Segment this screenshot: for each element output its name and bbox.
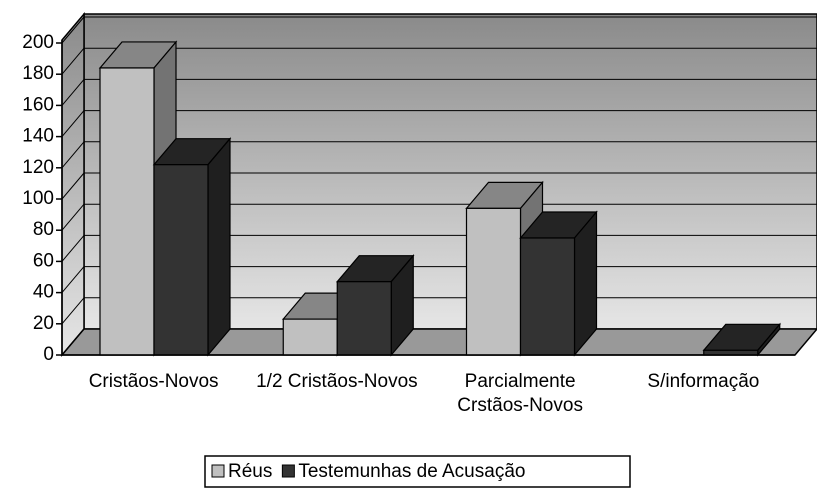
- legend-label: Testemunhas de Acusação: [298, 461, 525, 482]
- grid-line: [61, 266, 85, 293]
- legend-label: Réus: [228, 461, 272, 482]
- y-tick-label: 40: [33, 282, 54, 303]
- grid-line: [61, 235, 85, 262]
- bar-side: [207, 137, 231, 357]
- bar: [99, 67, 155, 356]
- y-tick-label: 120: [22, 157, 54, 178]
- grid-line: [61, 141, 85, 169]
- bar: [153, 164, 209, 356]
- bar: [465, 207, 522, 356]
- x-tick-label: Parcialmente Crstãos-Novos: [457, 371, 583, 416]
- y-tick-label: 140: [22, 126, 54, 147]
- bar: [282, 318, 338, 356]
- x-tick-label: S/informação: [647, 371, 760, 392]
- grid-line: [61, 79, 85, 106]
- x-tick-label: Cristãos-Novos: [88, 371, 219, 392]
- bar: [519, 237, 576, 356]
- grid-line: [61, 328, 85, 356]
- y-tick-label: 0: [43, 344, 54, 365]
- grid-line: [61, 297, 85, 325]
- legend-swatch: [211, 464, 225, 478]
- grid-line: [61, 16, 85, 44]
- side-wall: [61, 11, 85, 358]
- bar-side: [573, 210, 598, 357]
- y-tick-label: 160: [22, 94, 54, 115]
- legend-box: [204, 455, 631, 488]
- y-tick-label: 20: [33, 313, 54, 334]
- y-tick-label: 180: [22, 63, 54, 84]
- grid-line: [61, 203, 85, 231]
- legend-swatch: [281, 464, 295, 478]
- y-tick-label: 100: [22, 188, 54, 209]
- y-tick-label: 60: [33, 250, 54, 271]
- y-tick-label: 80: [33, 219, 54, 240]
- y-tick-label: 200: [22, 32, 54, 53]
- grid-line: [61, 47, 85, 75]
- bar: [336, 281, 392, 356]
- grid-line: [61, 110, 85, 137]
- grid-line: [61, 172, 85, 200]
- x-tick-label: 1/2 Cristãos-Novos: [256, 371, 418, 392]
